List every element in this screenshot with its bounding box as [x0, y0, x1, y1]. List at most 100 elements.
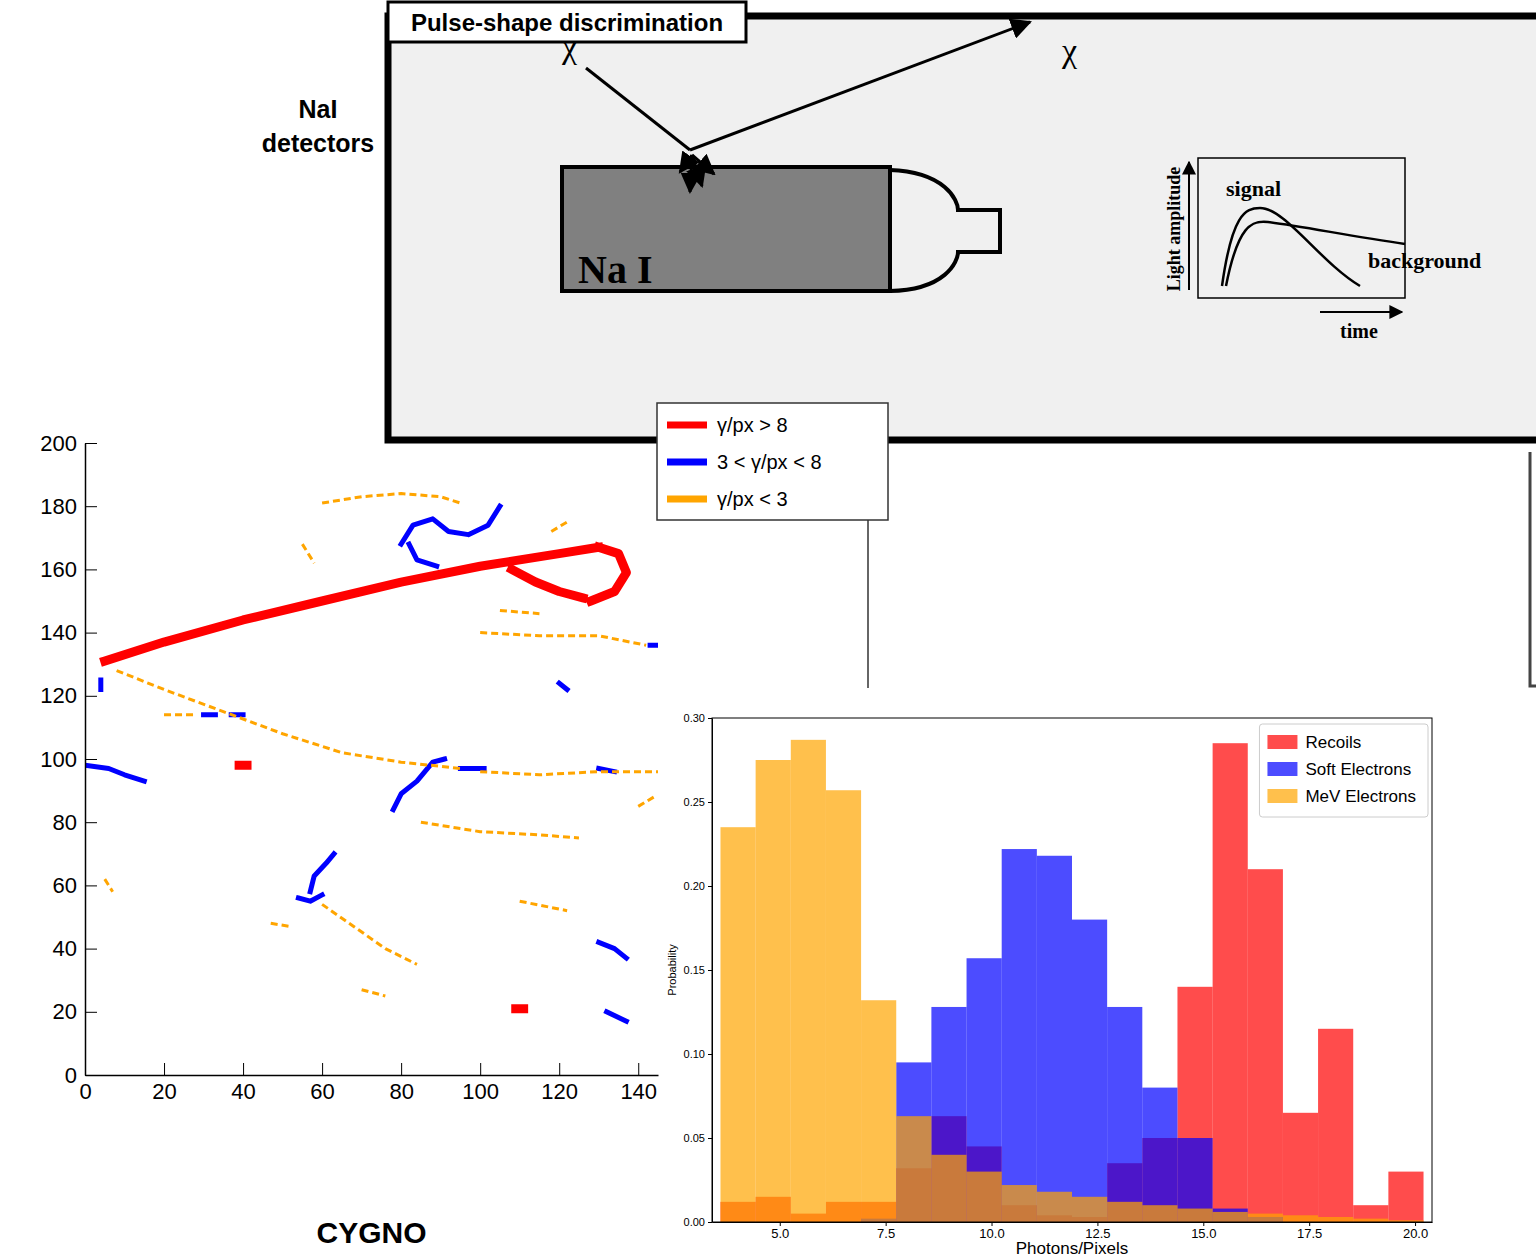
tick: 0.30: [684, 712, 712, 724]
legend-swatch: [667, 459, 707, 466]
recoil-arrow: [690, 155, 692, 192]
inset-axis-arrow: [1320, 311, 1402, 313]
legend-label: MeV Electrons: [1305, 787, 1416, 806]
tick: 20: [152, 1063, 176, 1104]
bar: [1002, 849, 1037, 1222]
tick-label: 40: [53, 936, 77, 961]
tick-label: 80: [53, 810, 77, 835]
bar: [1248, 869, 1283, 1222]
legend: γ/px > 83 < γ/px < 8γ/px < 3: [657, 403, 888, 520]
tick: 140: [620, 1063, 657, 1104]
bar: [1177, 987, 1212, 1222]
tick-label: 20: [53, 999, 77, 1024]
bar: [1318, 1217, 1353, 1222]
inset-axis-arrow: [1188, 162, 1190, 290]
bar: [1072, 920, 1107, 1222]
tick: 140: [40, 620, 97, 645]
particle-label: χ: [561, 28, 577, 65]
bar: [1283, 1113, 1318, 1222]
tick-mark: [708, 802, 712, 803]
tick-mark: [85, 1075, 97, 1076]
crystal: [562, 167, 890, 291]
inset-axis-title: Light amplitude: [1164, 167, 1184, 292]
tick-mark: [480, 1063, 481, 1075]
side-label: NaIdetectors: [262, 95, 375, 157]
tick: 100: [40, 747, 97, 772]
bar: [931, 1155, 966, 1222]
legend-label: Soft Electrons: [1305, 760, 1411, 779]
inset-box: [1198, 158, 1405, 298]
tick-mark: [708, 1054, 712, 1055]
bar: [1213, 1212, 1248, 1222]
tick-label: 17.5: [1297, 1226, 1322, 1241]
diagram: Pulse-shape discriminationNa Iχχsignalba…: [388, 2, 1536, 440]
tick-mark: [708, 1138, 712, 1139]
track: [85, 506, 658, 1021]
tick-mark: [85, 822, 97, 823]
tick: 40: [231, 1063, 255, 1104]
bar: [826, 790, 861, 1222]
tick-label: 15.0: [1191, 1226, 1216, 1241]
tick-mark: [708, 886, 712, 887]
histogram: 5.07.510.012.515.017.520.00.000.050.100.…: [666, 712, 1433, 1258]
tick-label: 0.25: [684, 796, 705, 808]
tick-mark: [85, 1012, 97, 1013]
bar: [1353, 1219, 1388, 1222]
bar: [1142, 1205, 1177, 1222]
track: [105, 547, 627, 1008]
bar: [861, 1000, 896, 1222]
bar: [1177, 1209, 1212, 1222]
tick-mark: [85, 885, 97, 886]
tick-label: 200: [40, 431, 77, 456]
tick-label: 120: [541, 1079, 578, 1104]
tick-label: 140: [620, 1079, 657, 1104]
legend-label: 3 < γ/px < 8: [717, 451, 822, 473]
tick-label: 140: [40, 620, 77, 645]
tick: 7.5: [877, 1222, 895, 1241]
tick: 180: [40, 494, 97, 519]
bar: [967, 1172, 1002, 1222]
x-axis: 020406080100120140: [79, 1063, 658, 1104]
bar: [1142, 1088, 1177, 1222]
tick: 20.0: [1403, 1222, 1428, 1241]
legend-label: Recoils: [1305, 733, 1361, 752]
tick-label: 60: [53, 873, 77, 898]
legend-swatch: [1267, 789, 1297, 803]
tick-label: 120: [40, 683, 77, 708]
tick: 0.25: [684, 796, 712, 808]
tick-mark: [85, 569, 97, 570]
figure: Pulse-shape discriminationNa Iχχsignalba…: [0, 0, 1536, 1260]
tick: 60: [53, 873, 97, 898]
tick-label: 180: [40, 494, 77, 519]
pulse-curve: [1222, 208, 1360, 286]
tick-label: 0.30: [684, 712, 705, 724]
bar: [1213, 743, 1248, 1222]
chart-title: CYGNO: [316, 1216, 426, 1249]
tick-mark: [164, 1063, 165, 1075]
tick: 120: [541, 1063, 578, 1104]
tick-mark: [559, 1063, 560, 1075]
tick-label: 0.10: [684, 1048, 705, 1060]
tick: 0: [65, 1063, 97, 1088]
side-label-line: NaI: [299, 95, 338, 123]
bar: [1248, 1214, 1283, 1222]
bar: [1318, 1029, 1353, 1222]
tick-label: 0.20: [684, 880, 705, 892]
track-map: 0204060801001201400204060801001201401601…: [40, 431, 658, 1249]
bar: [720, 827, 755, 1222]
frame: [388, 16, 1536, 440]
tick: 160: [40, 557, 97, 582]
bar: [1107, 1007, 1142, 1222]
tick-label: 0.00: [684, 1216, 705, 1228]
tick-mark: [638, 1063, 639, 1075]
tick-label: 160: [40, 557, 77, 582]
side-frame: [1530, 452, 1536, 686]
tick: 40: [53, 936, 97, 961]
tick-label: 7.5: [877, 1226, 895, 1241]
bar: [1353, 1205, 1388, 1222]
tick-mark: [85, 759, 97, 760]
axis-title: Photons/Pixels: [1016, 1239, 1128, 1258]
tick: 0.10: [684, 1048, 712, 1060]
tick-mark: [85, 949, 97, 950]
bar: [1002, 1185, 1037, 1222]
